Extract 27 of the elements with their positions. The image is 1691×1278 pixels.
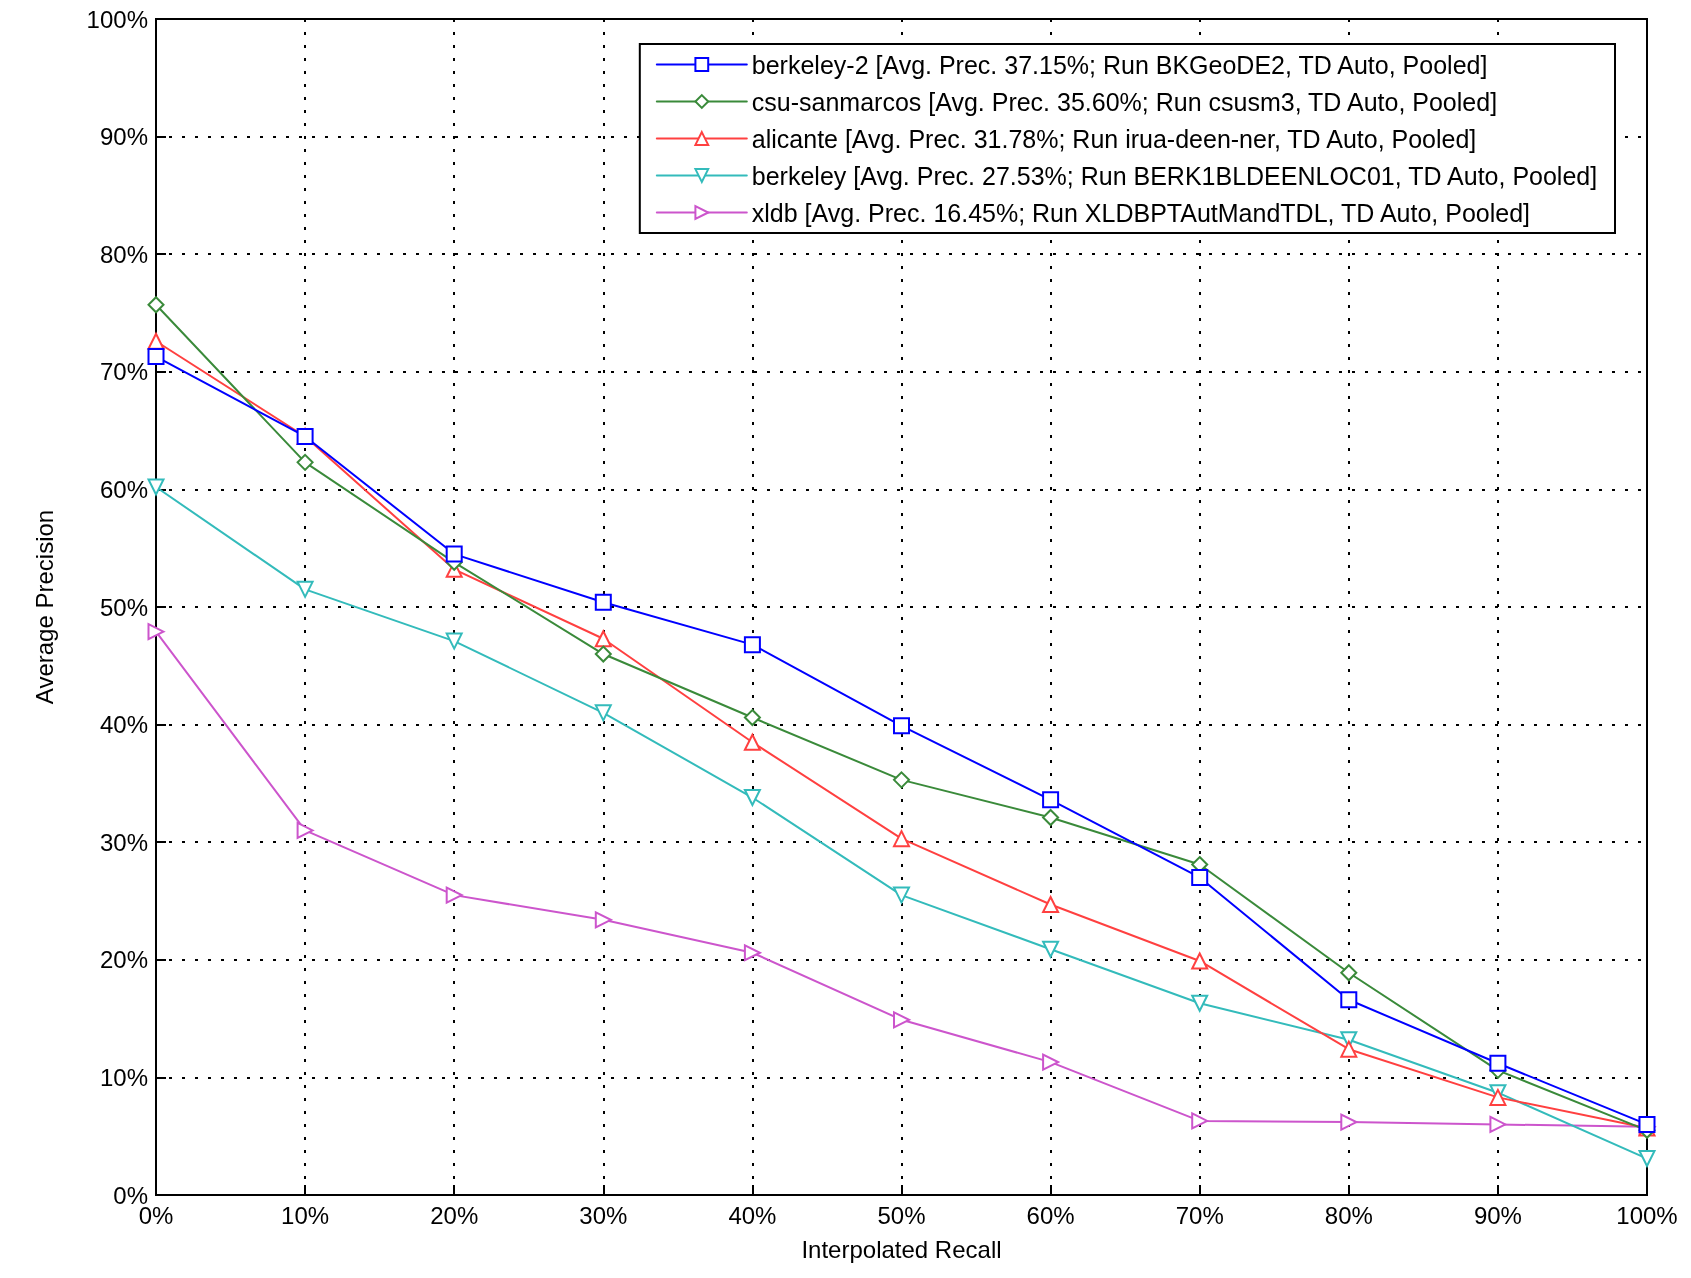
legend-label: csu-sanmarcos [Avg. Prec. 35.60%; Run csusm3, TD Auto, Pooled]: [751, 87, 1498, 116]
y-tick-label: 80%: [99, 240, 148, 268]
legend-label: berkeley [Avg. Prec. 27.53%; Run BERK1BLDEENLOC01, TD Auto, Pooled]: [751, 161, 1598, 190]
x-tick-label: 70%: [1175, 1201, 1224, 1229]
x-tick-label: 30%: [579, 1201, 628, 1229]
x-tick-label: 80%: [1324, 1201, 1373, 1229]
y-tick-label: 50%: [99, 593, 148, 621]
y-tick-label: 20%: [99, 946, 148, 974]
y-tick-label: 70%: [99, 358, 148, 386]
legend-label: berkeley-2 [Avg. Prec. 37.15%; Run BKGeoDE2, TD Auto, Pooled]: [751, 50, 1488, 79]
x-tick-label: 20%: [430, 1201, 479, 1229]
y-tick-label: 60%: [99, 475, 148, 503]
x-tick-label: 50%: [877, 1201, 926, 1229]
x-tick-label: 10%: [281, 1201, 330, 1229]
legend-label: xldb [Avg. Prec. 16.45%; Run XLDBPTAutMandTDL, TD Auto, Pooled]: [751, 198, 1530, 227]
y-tick-label: 100%: [86, 5, 148, 33]
x-tick-label: 90%: [1473, 1201, 1522, 1229]
y-tick-label: 40%: [99, 711, 148, 739]
x-axis-title: Interpolated Recall: [801, 1235, 1002, 1263]
x-tick-label: 60%: [1026, 1201, 1075, 1229]
y-tick-label: 90%: [99, 123, 148, 151]
y-axis-title: Average Precision: [30, 509, 58, 705]
y-tick-label: 10%: [99, 1063, 148, 1091]
legend-label: alicante [Avg. Prec. 31.78%; Run irua-deen-ner, TD Auto, Pooled]: [751, 124, 1477, 153]
x-tick-label: 40%: [728, 1201, 777, 1229]
y-tick-label: 30%: [99, 828, 148, 856]
x-tick-label: 100%: [1616, 1201, 1678, 1229]
